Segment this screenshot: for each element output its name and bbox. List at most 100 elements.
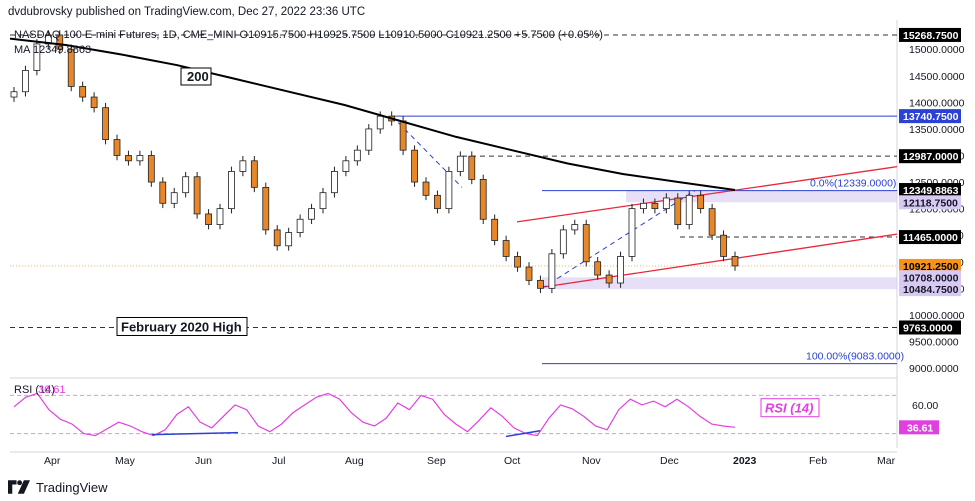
- rsi-label-box: [760, 398, 820, 418]
- price-badge-label: 11465.0000: [903, 232, 958, 244]
- ma-label-box: [180, 67, 212, 86]
- candle-body: [22, 70, 29, 93]
- price-badge: [899, 282, 961, 297]
- candle-body: [525, 266, 533, 281]
- candle-body: [422, 181, 430, 196]
- price-badge-label: 12987.0000: [903, 151, 959, 163]
- candle-body: [571, 224, 579, 231]
- candle-body: [170, 192, 178, 204]
- rsi-badge: [899, 420, 939, 435]
- candle-body: [594, 261, 602, 276]
- price-badge: [899, 320, 961, 335]
- time-tick-label: Mar: [877, 455, 896, 467]
- candle-body: [331, 171, 338, 194]
- candle-body: [159, 181, 167, 204]
- legend-ma: MA 12349.8863: [14, 44, 91, 56]
- candle-body: [273, 229, 281, 247]
- candle-body: [376, 115, 384, 130]
- price-tick-label: 13500.0000: [909, 124, 965, 136]
- tradingview-logo-icon[interactable]: [8, 480, 30, 494]
- price-badge: [899, 258, 961, 273]
- rsi-divergence-1: [151, 431, 239, 436]
- candle-body: [239, 160, 247, 172]
- candle-body: [468, 155, 476, 180]
- candle-body: [67, 48, 75, 87]
- swing-trace-2: [541, 190, 696, 289]
- price-badge-label: 10484.7500: [903, 284, 959, 296]
- price-badge-label: 9763.0000: [903, 322, 953, 334]
- time-tick-label: Dec: [660, 455, 679, 467]
- candle-body: [205, 213, 212, 225]
- resistance-zone: [626, 190, 897, 203]
- candle-body: [411, 149, 418, 183]
- candle-body: [434, 194, 441, 210]
- candle-body: [502, 240, 510, 257]
- channel-upper: [516, 166, 898, 223]
- candle-body: [79, 86, 87, 98]
- price-badge: [899, 270, 961, 285]
- candle-body: [296, 218, 304, 233]
- candle-body: [250, 160, 258, 188]
- channel-lower: [541, 233, 898, 288]
- price-tick-label: 15000.0000: [909, 44, 965, 56]
- candle-body: [193, 176, 201, 215]
- footer-brand[interactable]: TradingView: [36, 479, 108, 495]
- footer: TradingView: [8, 477, 108, 497]
- time-tick-label: Aug: [345, 455, 364, 467]
- candle-body: [640, 202, 647, 210]
- price-tick-label: 9000.0000: [909, 363, 959, 375]
- legend-ohlc: NASDAQ 100 E-mini Futures, 1D, CME_MINI …: [14, 29, 603, 41]
- candle-body: [147, 155, 155, 183]
- candle-body: [605, 274, 613, 284]
- candle-body: [365, 128, 373, 151]
- candle-body: [617, 256, 624, 284]
- price-tick-label: 9500.0000: [909, 336, 959, 348]
- time-tick-label: Feb: [809, 455, 827, 467]
- candle-body: [582, 224, 590, 263]
- rsi-line: [13, 392, 736, 437]
- price-badge: [899, 195, 961, 210]
- rsi-divergence-2: [505, 430, 541, 438]
- candle-body: [399, 120, 407, 151]
- fib-hundred-label: 100.00%(9083.0000): [806, 351, 904, 363]
- rsi-legend-value: 36.61: [38, 384, 66, 396]
- price-badge: [899, 149, 961, 164]
- feb-high-label: February 2020 High: [121, 319, 242, 334]
- price-badge-label: 10921.2500: [903, 261, 959, 273]
- time-tick-label: Nov: [582, 455, 601, 467]
- candle-body: [342, 160, 350, 172]
- candle-body: [228, 171, 235, 210]
- candle-body: [537, 279, 544, 289]
- candle-body: [548, 253, 556, 289]
- fib-zero-label: 0.0%(12339.0000): [810, 178, 896, 190]
- candle-body: [90, 96, 98, 109]
- price-badge-label: 15268.7500: [903, 30, 959, 42]
- candle-body: [491, 218, 499, 241]
- price-badge: [899, 109, 961, 124]
- candle-body: [662, 197, 670, 210]
- candle-body: [720, 234, 727, 257]
- candle-body: [479, 179, 487, 220]
- candle-body: [262, 186, 270, 231]
- price-badge: [899, 230, 961, 245]
- price-tick-label: 14000.0000: [909, 97, 965, 109]
- candle-body: [102, 107, 109, 140]
- price-tick-label: 10000.0000: [909, 310, 965, 322]
- candle-body: [731, 256, 739, 267]
- candle-body: [308, 208, 315, 220]
- price-badge: [899, 183, 961, 198]
- time-tick-label: Sep: [427, 455, 446, 467]
- price-tick-label: 14500.0000: [909, 71, 965, 83]
- candle-body: [136, 155, 144, 162]
- candle-body: [10, 91, 18, 98]
- support-zone: [542, 277, 897, 290]
- candle-body: [182, 176, 190, 194]
- candle-body: [651, 202, 659, 210]
- candle-body: [685, 194, 693, 225]
- rsi-tick-label: 60.00: [912, 400, 938, 412]
- price-badge-label: 12349.8863: [903, 185, 959, 197]
- ma-label: 200: [187, 69, 209, 84]
- rsi-badge-label: 36.61: [907, 422, 933, 434]
- candle-body: [113, 139, 121, 156]
